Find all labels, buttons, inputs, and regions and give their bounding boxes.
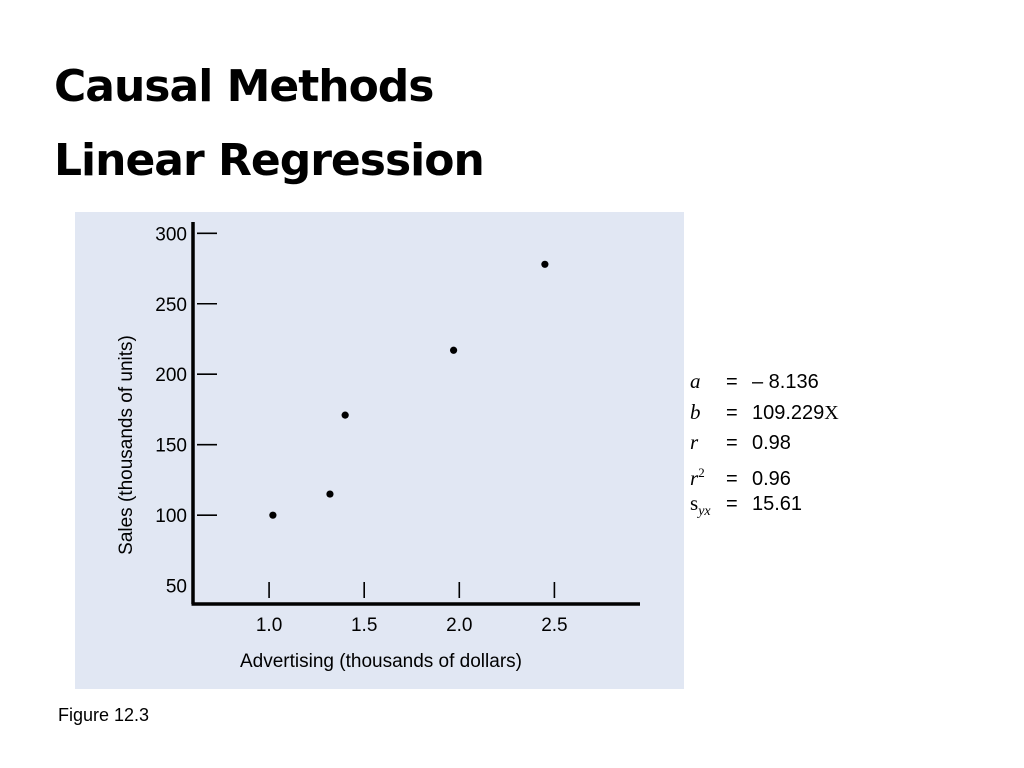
data-point [269, 511, 277, 519]
stat-symbol-r2-base: r [690, 465, 699, 490]
title-line-2: Linear Regression [54, 135, 485, 186]
data-points [269, 260, 549, 519]
data-point [541, 260, 549, 268]
stat-symbol-r2-exponent: 2 [698, 464, 705, 480]
figure-caption: Figure 12.3 [58, 705, 150, 725]
stat-equals: = [726, 371, 738, 393]
stat-equals: = [726, 493, 738, 515]
y-tick-label: 250 [155, 295, 187, 316]
data-point [449, 346, 458, 354]
stat-value-b: 109.229 [752, 401, 825, 424]
x-axis-label: Advertising (thousands of dollars) [240, 651, 522, 672]
x-axis: 1.0 1.5 2.0 2.5 [191, 582, 640, 636]
x-tick-label: 2.0 [446, 615, 472, 636]
chart-panel: 50 100 150 200 250 300 1.0 1.5 2.0 2.5 Advertisi… [75, 212, 684, 689]
stat-equals: = [726, 401, 738, 424]
stat-symbol-a: a [690, 369, 701, 393]
y-tick-label: 50 [166, 577, 187, 598]
stat-row-syx: syx = 15.61 [690, 488, 839, 519]
stat-value-r: 0.98 [752, 432, 791, 454]
scatter-chart: 50 100 150 200 250 300 1.0 1.5 2.0 2.5 Advertisi… [116, 222, 640, 672]
stat-symbol-s-subscript: yx [698, 504, 711, 520]
stat-value-r-squared: 0.96 [752, 467, 791, 490]
stat-symbol-s-base: s [690, 491, 699, 515]
stat-symbol-syx: syx [690, 488, 726, 528]
y-tick-label: 200 [155, 365, 187, 386]
title-line-1: Causal Methods [54, 61, 434, 112]
stat-value-syx: 15.61 [752, 493, 803, 515]
stat-symbol-r-squared: r2 [690, 458, 726, 494]
stat-row-a: a = – 8.136 [690, 366, 839, 397]
stat-suffix-b: X [824, 401, 839, 424]
y-tick-label: 150 [155, 436, 187, 457]
stat-row-b: b = 109.229 X [690, 397, 839, 428]
x-tick-label: 1.5 [351, 615, 377, 636]
data-point [341, 411, 349, 419]
page-title: Causal Methods Linear Regression [54, 50, 485, 198]
stat-row-r: r = 0.98 [690, 427, 839, 458]
y-axis: 50 100 150 200 250 300 [155, 222, 217, 604]
y-tick-label: 100 [155, 506, 187, 527]
x-tick-label: 2.5 [541, 615, 567, 636]
data-point [326, 490, 334, 498]
stat-symbol-r: r [690, 430, 699, 454]
stat-value-a: – 8.136 [752, 371, 819, 393]
stat-equals: = [726, 467, 738, 490]
x-tick-label: 1.0 [256, 615, 282, 636]
stat-symbol-b: b [690, 399, 701, 424]
y-tick-label: 300 [155, 224, 187, 245]
regression-stats: a = – 8.136 b = 109.229 X r = 0.98 r2 = 0… [690, 366, 839, 519]
stat-equals: = [726, 432, 738, 454]
y-axis-label: Sales (thousands of units) [116, 335, 137, 555]
stat-row-r-squared: r2 = 0.96 [690, 458, 839, 490]
